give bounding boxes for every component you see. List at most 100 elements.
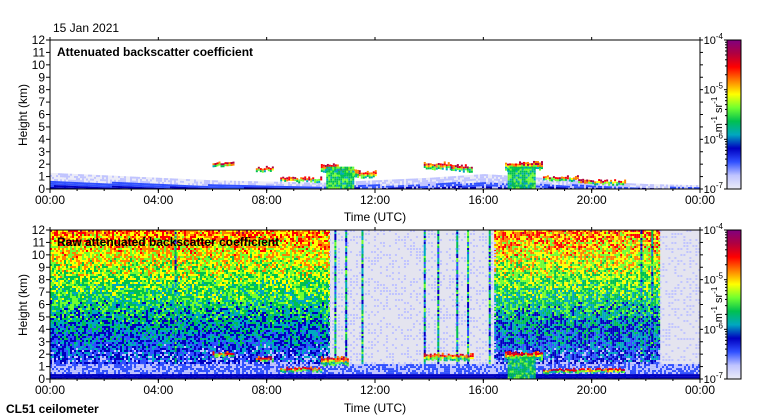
- cloud-cell: [359, 170, 361, 172]
- cloud-cell: [448, 162, 450, 164]
- heatmap-cell: [242, 260, 244, 262]
- heatmap-cell: [84, 260, 86, 262]
- boundary-layer-cell: [474, 175, 476, 177]
- cloud-cell: [296, 180, 298, 182]
- cloud-cell: [521, 163, 523, 165]
- heatmap-cell: [214, 252, 216, 254]
- boundary-layer-cell: [576, 180, 578, 182]
- boundary-layer-cell: [258, 181, 260, 183]
- cloud-cell: [467, 168, 469, 170]
- cloud-cell: [213, 165, 215, 167]
- cloud-cell: [549, 177, 551, 179]
- boundary-layer-cell: [130, 179, 132, 181]
- boundary-layer-cell: [88, 183, 90, 185]
- boundary-layer-cell: [178, 187, 180, 189]
- heatmap-cell: [148, 250, 150, 252]
- boundary-layer-cell: [100, 175, 102, 177]
- heatmap-cell: [86, 232, 88, 234]
- boundary-layer-cell: [272, 184, 274, 186]
- boundary-layer-cell: [430, 182, 432, 184]
- heatmap-cell: [160, 232, 162, 234]
- boundary-layer-cell: [312, 187, 314, 189]
- boundary-layer-cell: [130, 185, 132, 187]
- heatmap-cell: [320, 258, 322, 260]
- precipitation-cell: [352, 177, 354, 179]
- boundary-layer-cell: [452, 180, 454, 182]
- boundary-layer-cell: [110, 182, 112, 184]
- heatmap-cell: [268, 252, 270, 254]
- boundary-layer-cell: [370, 185, 372, 187]
- boundary-layer-cell: [72, 178, 74, 180]
- heatmap-cell: [280, 238, 282, 240]
- precipitation-cell: [522, 173, 524, 175]
- boundary-layer-cell: [164, 184, 166, 186]
- heatmap-cell: [140, 258, 142, 260]
- boundary-layer-cell: [122, 182, 124, 184]
- heatmap-cell: [142, 262, 144, 264]
- heatmap-cell: [316, 260, 318, 262]
- boundary-layer-cell: [262, 185, 264, 187]
- cloud-cell: [525, 164, 527, 166]
- cloud-cell: [598, 179, 600, 181]
- heatmap-cell: [106, 258, 108, 260]
- heatmap-cell: [280, 254, 282, 256]
- heatmap-cell: [212, 258, 214, 260]
- precipitation-cell: [332, 167, 334, 169]
- boundary-layer-cell: [460, 180, 462, 182]
- boundary-layer-cell: [420, 178, 422, 180]
- boundary-layer-cell: [138, 185, 140, 187]
- boundary-layer-cell: [664, 184, 666, 186]
- ceilometer-figure: 15 Jan 2021 CL51 ceilometer Attenuated b…: [0, 0, 780, 420]
- boundary-layer-cell: [448, 187, 450, 189]
- heatmap-cell: [146, 258, 148, 260]
- heatmap-cell: [114, 262, 116, 264]
- precipitation-cell: [340, 181, 342, 183]
- heatmap-cell: [224, 254, 226, 256]
- boundary-layer-cell: [492, 175, 494, 177]
- boundary-layer-cell: [124, 180, 126, 182]
- heatmap-cell: [284, 238, 286, 240]
- heatmap-cell: [320, 246, 322, 248]
- cloud-cell: [624, 180, 626, 182]
- boundary-layer-cell: [542, 186, 544, 188]
- cloud-cell: [312, 179, 314, 181]
- boundary-layer-cell: [82, 182, 84, 184]
- heatmap-cell: [204, 258, 206, 260]
- heatmap-cell: [324, 258, 326, 260]
- heatmap-cell: [238, 254, 240, 256]
- heatmap-cell: [312, 232, 314, 234]
- boundary-layer-cell: [168, 178, 170, 180]
- precipitation-cell: [518, 169, 520, 171]
- heatmap-cell: [264, 254, 266, 256]
- precipitation-cell: [344, 187, 346, 189]
- heatmap-cell: [290, 256, 292, 258]
- precipitation-cell: [346, 185, 348, 187]
- cloud-cell: [371, 174, 373, 176]
- heatmap-cell: [172, 260, 174, 262]
- heatmap-cell: [82, 256, 84, 258]
- heatmap-cell: [280, 260, 282, 262]
- cloud-cell: [321, 164, 323, 166]
- heatmap-cell: [282, 262, 284, 264]
- precipitation-cell: [344, 177, 346, 179]
- boundary-layer-cell: [494, 185, 496, 187]
- heatmap-cell: [206, 232, 208, 234]
- precipitation-cell: [514, 181, 516, 183]
- heatmap-cell: [116, 258, 118, 260]
- heatmap-cell: [308, 262, 310, 264]
- heatmap-cell: [122, 250, 124, 252]
- heatmap-cell: [180, 252, 182, 254]
- heatmap-cell: [274, 252, 276, 254]
- cloud-cell: [266, 166, 268, 168]
- cloud-cell: [219, 162, 221, 164]
- cloud-cell: [440, 165, 442, 167]
- cloud-cell: [600, 180, 602, 182]
- cloud-cell: [446, 164, 448, 166]
- precipitation-cell: [350, 175, 352, 177]
- boundary-layer-cell: [124, 182, 126, 184]
- heatmap-cell: [268, 256, 270, 258]
- heatmap-cell: [194, 232, 196, 234]
- heatmap-cell: [54, 250, 56, 252]
- boundary-layer-cell: [194, 183, 196, 185]
- boundary-layer-cell: [422, 178, 424, 180]
